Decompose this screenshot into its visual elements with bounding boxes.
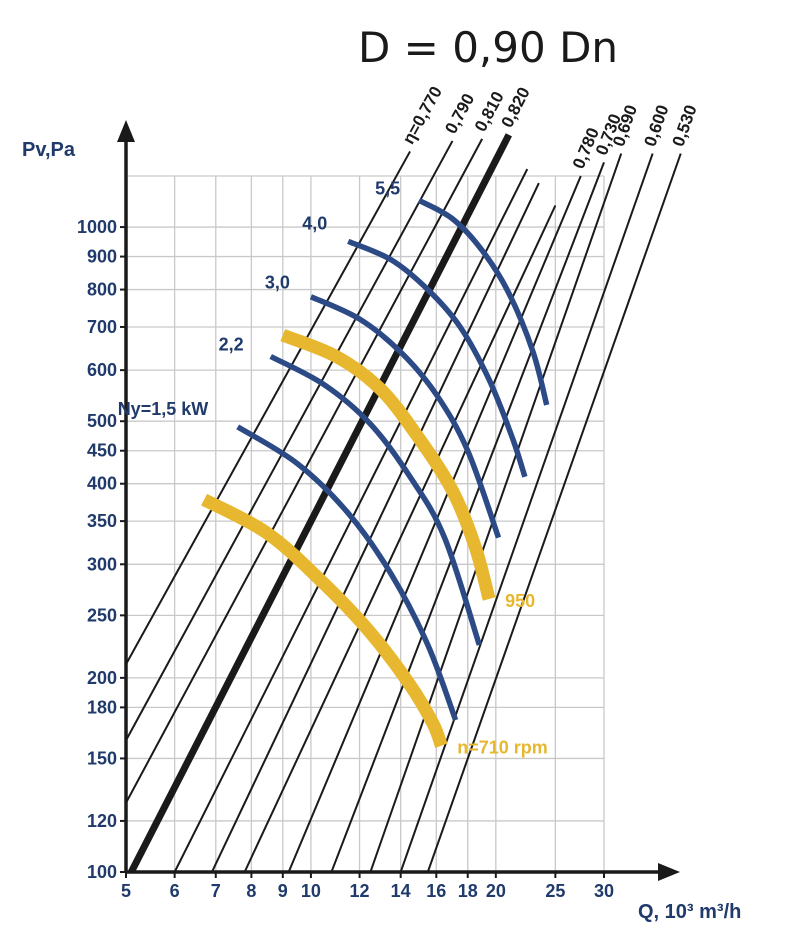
power-curve [309, 294, 502, 539]
x-tick-label: 14 [391, 881, 411, 901]
x-tick-label: 12 [350, 881, 370, 901]
x-tick-label: 30 [594, 881, 614, 901]
speed-curves [201, 329, 496, 748]
y-axis-arrow [117, 120, 135, 142]
x-tick-labels: 5 6 7 8 9 10 12 14 16 18 20 25 30 [121, 881, 614, 901]
y-tick-label: 180 [87, 697, 117, 717]
power-curve-label: 3,0 [265, 273, 290, 293]
x-tick-label: 10 [301, 881, 321, 901]
x-tick-label: 20 [486, 881, 506, 901]
axes [117, 120, 680, 881]
chart-title: D = 0,90 Dn [358, 23, 618, 72]
efficiency-line [243, 205, 557, 872]
y-tick-label: 250 [87, 605, 117, 625]
grid [126, 175, 605, 872]
efficiency-line [126, 150, 411, 665]
y-tick-label: 1000 [77, 217, 117, 237]
x-tick-label: 18 [458, 881, 478, 901]
y-tick-labels: 100 120 150 180 200 250 300 350 400 450 500 600 700 8… [77, 217, 117, 882]
speed-curve [201, 493, 448, 748]
y-tick-label: 100 [87, 862, 117, 882]
power-curve-label: 2,2 [219, 334, 244, 354]
power-curve [236, 424, 459, 722]
x-tick-label: 16 [426, 881, 446, 901]
power-curve-label: 5,5 [375, 178, 400, 198]
y-tick-label: 300 [87, 554, 117, 574]
y-tick-label: 200 [87, 668, 117, 688]
efficiency-line [126, 140, 454, 741]
efficiency-label: 0,820 [497, 84, 533, 131]
y-tick-label: 400 [87, 474, 117, 494]
x-tick-label: 8 [246, 881, 256, 901]
x-tick-label: 9 [278, 881, 288, 901]
power-curve-label: Ny=1,5 kW [118, 399, 209, 419]
efficiency-label: 0,530 [669, 102, 701, 148]
efficiency-line [426, 153, 682, 872]
power-curve [347, 238, 528, 478]
efficiency-label: 0,600 [640, 102, 672, 148]
power-curve [417, 197, 550, 406]
x-axis-label: Q, 10³ m³/h [638, 901, 741, 923]
y-tick-label: 450 [87, 441, 117, 461]
efficiency-label: 0,790 [441, 90, 478, 136]
y-tick-label: 700 [87, 317, 117, 337]
y-tick-label: 350 [87, 511, 117, 531]
speed-curve [280, 329, 496, 601]
y-tick-label: 500 [87, 411, 117, 431]
power-curve-label: 4,0 [302, 213, 327, 233]
speed-curve-label: 950 [505, 591, 535, 611]
power-curves [236, 197, 550, 722]
power-curve [269, 354, 482, 646]
y-tick-label: 120 [87, 811, 117, 831]
efficiency-line [128, 133, 512, 872]
x-tick-label: 25 [545, 881, 565, 901]
efficiency-line [211, 182, 540, 872]
y-tick-label: 150 [87, 748, 117, 768]
efficiency-line [369, 153, 623, 872]
efficiency-label: η=0,770 [399, 83, 446, 147]
y-tick-label: 900 [87, 247, 117, 267]
y-tick-label: 800 [87, 280, 117, 300]
y-axis-label: Pv,Pa [22, 139, 76, 161]
y-tick-label: 600 [87, 360, 117, 380]
speed-curve-label: n=710 rpm [457, 738, 548, 758]
efficiency-line [399, 153, 654, 872]
x-axis-arrow [658, 863, 680, 881]
x-tick-label: 5 [121, 881, 131, 901]
x-tick-label: 6 [170, 881, 180, 901]
efficiency-line [287, 175, 582, 872]
x-tick-label: 7 [211, 881, 221, 901]
